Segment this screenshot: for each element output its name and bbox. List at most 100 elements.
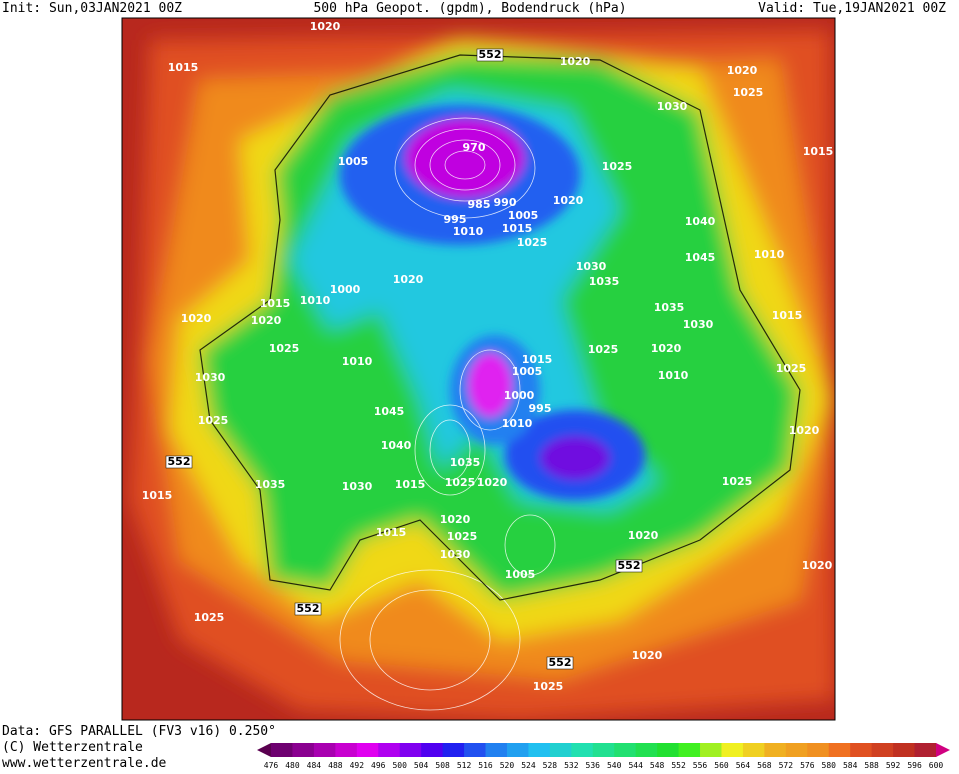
contour-label: 1015 <box>142 489 173 502</box>
colorbar-label: 556 <box>693 761 708 770</box>
colorbar-label: 484 <box>307 761 322 770</box>
colorbar-cell <box>871 743 894 757</box>
colorbar-label: 536 <box>586 761 601 770</box>
contour-label: 1025 <box>194 611 225 624</box>
contour-label: 1020 <box>553 194 584 207</box>
colorbar-label: 600 <box>929 761 944 770</box>
contour-label: 1015 <box>376 526 407 539</box>
contour-label: 1025 <box>602 160 633 173</box>
contour-label: 1045 <box>374 405 405 418</box>
colorbar-label: 548 <box>650 761 665 770</box>
contour-label: 1045 <box>685 251 716 264</box>
colorbar-label: 584 <box>843 761 858 770</box>
contour-label: 1020 <box>651 342 682 355</box>
colorbar-label: 576 <box>800 761 815 770</box>
colorbar-cell <box>335 743 358 757</box>
colorbar-cell <box>528 743 551 757</box>
contour-label: 552 <box>297 602 320 615</box>
contour-label: 1030 <box>576 260 607 273</box>
colorbar-label: 552 <box>671 761 686 770</box>
contour-label: 1030 <box>342 480 373 493</box>
contour-label: 1035 <box>589 275 620 288</box>
colorbar-cell <box>678 743 701 757</box>
contour-label: 1010 <box>658 369 689 382</box>
contour-label: 1005 <box>505 568 536 581</box>
colorbar-cell <box>785 743 808 757</box>
colorbar-cell <box>828 743 851 757</box>
contour-label: 1005 <box>512 365 543 378</box>
colorbar-label: 524 <box>521 761 536 770</box>
contour-label: 1020 <box>477 476 508 489</box>
contour-label: 1035 <box>255 478 286 491</box>
colorbar-cell <box>614 743 637 757</box>
contour-label: 1030 <box>440 548 471 561</box>
colorbar-cell <box>700 743 722 757</box>
colorbar-cell <box>657 743 680 757</box>
colorbar-cell <box>850 743 873 757</box>
contour-label: 1020 <box>393 273 424 286</box>
valid-time: Valid: Tue,19JAN2021 00Z <box>758 1 946 16</box>
contour-label: 970 <box>463 141 486 154</box>
colorbar-label: 500 <box>392 761 407 770</box>
colorbar-cell <box>313 743 336 757</box>
contour-label-box <box>294 602 322 616</box>
contour-label: 1015 <box>803 145 834 158</box>
contour-label: 1015 <box>395 478 426 491</box>
contour-label-box <box>546 656 574 670</box>
colorbar-label: 528 <box>543 761 558 770</box>
colorbar-cell <box>421 743 444 757</box>
contour-label-box <box>615 559 643 573</box>
colorbar-cell <box>399 743 422 757</box>
colorbar-cell <box>571 743 594 757</box>
colorbar-label: 476 <box>264 761 279 770</box>
colorbar-cell <box>764 743 787 757</box>
contour-label: 1025 <box>269 342 300 355</box>
colorbar-cell <box>271 743 293 757</box>
contour-label: 1025 <box>733 86 764 99</box>
contour-label: 1010 <box>502 417 533 430</box>
contour-label: 1010 <box>453 225 484 238</box>
contour-label: 1015 <box>168 61 199 74</box>
contour-label-box <box>476 48 504 62</box>
contour-label: 1005 <box>508 209 539 222</box>
contour-label: 1025 <box>776 362 807 375</box>
colorbar-label: 488 <box>328 761 343 770</box>
colorbar-cell <box>506 743 529 757</box>
colorbar-label: 560 <box>714 761 729 770</box>
colorbar-label: 580 <box>822 761 837 770</box>
contour-label: 1040 <box>381 439 412 452</box>
map-title: 500 hPa Geopot. (gpdm), Bodendruck (hPa) <box>313 1 626 16</box>
contour-label: 1020 <box>628 529 659 542</box>
contour-label: 1020 <box>181 312 212 325</box>
contour-label: 1035 <box>654 301 685 314</box>
colorbar-cell <box>378 743 401 757</box>
colorbar-label: 540 <box>607 761 622 770</box>
colorbar-label: 592 <box>886 761 901 770</box>
contour-label: 990 <box>494 196 517 209</box>
colorbar-label: 564 <box>736 761 751 770</box>
colorbar-cell <box>742 743 765 757</box>
colorbar-label: 520 <box>500 761 515 770</box>
colorbar-label: 596 <box>907 761 922 770</box>
contour-label: 1030 <box>657 100 688 113</box>
colorbar-label: 492 <box>350 761 365 770</box>
contour-label: 1015 <box>260 297 291 310</box>
contour-label: 1015 <box>502 222 533 235</box>
colorbar-cell <box>592 743 615 757</box>
contour-label: 1000 <box>330 283 361 296</box>
colorbar-label: 512 <box>457 761 472 770</box>
contour-label: 995 <box>444 213 467 226</box>
contour-label: 1020 <box>440 513 471 526</box>
contour-label: 1005 <box>338 155 369 168</box>
contour-label: 1020 <box>560 55 591 68</box>
contour-label: 552 <box>479 48 502 61</box>
contour-label: 1025 <box>447 530 478 543</box>
website: www.wetterzentrale.de <box>2 756 167 770</box>
contour-label: 1030 <box>683 318 714 331</box>
colorbar: 476 480 484 488 492 496 500 504 508 512 516 520 524 5… <box>257 743 950 770</box>
colorbar-cell <box>807 743 830 757</box>
colorbar-label: 588 <box>864 761 879 770</box>
contour-label: 1020 <box>727 64 758 77</box>
